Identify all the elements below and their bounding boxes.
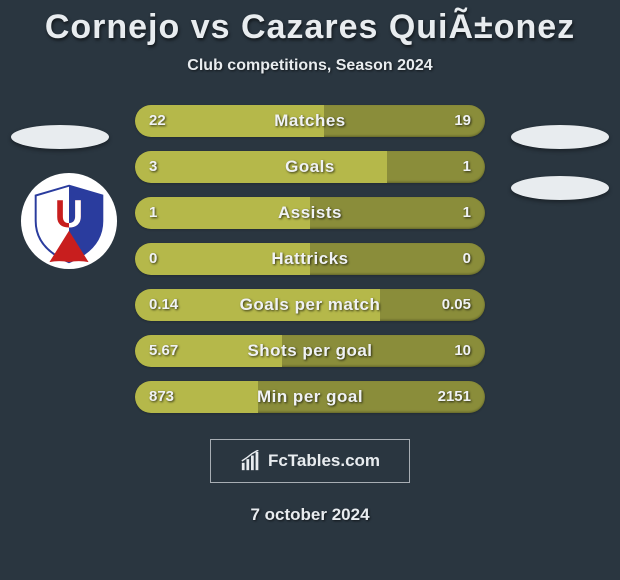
stat-value-right: 10 — [454, 335, 471, 367]
comparison-card: Cornejo vs Cazares QuiÃ±onez Club compet… — [0, 0, 620, 580]
stat-rows: Matches2219Goals31Assists11Hattricks00Go… — [135, 105, 485, 413]
stat-row: Hattricks0 0 — [135, 243, 485, 275]
stat-label: Matches — [135, 105, 485, 137]
report-date: 7 october 2024 — [250, 505, 369, 525]
stat-value-left: 0 — [149, 243, 157, 275]
stat-row: Min per goal873 2151 — [135, 381, 485, 413]
stat-label: Hattricks — [135, 243, 485, 275]
stat-value-right: 1 — [463, 197, 471, 229]
stat-value-left: 22 — [149, 105, 166, 137]
player-right-badge-1 — [511, 125, 609, 149]
chart-icon — [240, 450, 262, 472]
stat-value-left: 0.14 — [149, 289, 178, 321]
stat-value-right: 19 — [454, 105, 471, 137]
stat-row: Goals per match0.14 0.05 — [135, 289, 485, 321]
stat-value-right: 0 — [463, 243, 471, 275]
stat-label: Goals — [135, 151, 485, 183]
page-title: Cornejo vs Cazares QuiÃ±onez — [45, 8, 575, 47]
player-left-badge — [11, 125, 109, 149]
stat-value-left: 873 — [149, 381, 174, 413]
stat-value-left: 5.67 — [149, 335, 178, 367]
stat-value-left: 1 — [149, 197, 157, 229]
stat-value-left: 3 — [149, 151, 157, 183]
stat-value-right: 2151 — [438, 381, 471, 413]
footer-brand-text: FcTables.com — [268, 451, 380, 471]
stat-label: Assists — [135, 197, 485, 229]
stat-value-right: 1 — [463, 151, 471, 183]
stat-row: Goals3 1 — [135, 151, 485, 183]
footer-brand-box: FcTables.com — [210, 439, 410, 483]
stat-value-right: 0.05 — [442, 289, 471, 321]
club-logo: U U — [20, 172, 118, 270]
page-subtitle: Club competitions, Season 2024 — [187, 57, 432, 75]
stat-label: Shots per goal — [135, 335, 485, 367]
stat-row: Shots per goal5.67 10 — [135, 335, 485, 367]
stat-label: Goals per match — [135, 289, 485, 321]
player-right-badge-2 — [511, 176, 609, 200]
stat-row: Assists1 1 — [135, 197, 485, 229]
stat-row: Matches22 19 — [135, 105, 485, 137]
stat-label: Min per goal — [135, 381, 485, 413]
